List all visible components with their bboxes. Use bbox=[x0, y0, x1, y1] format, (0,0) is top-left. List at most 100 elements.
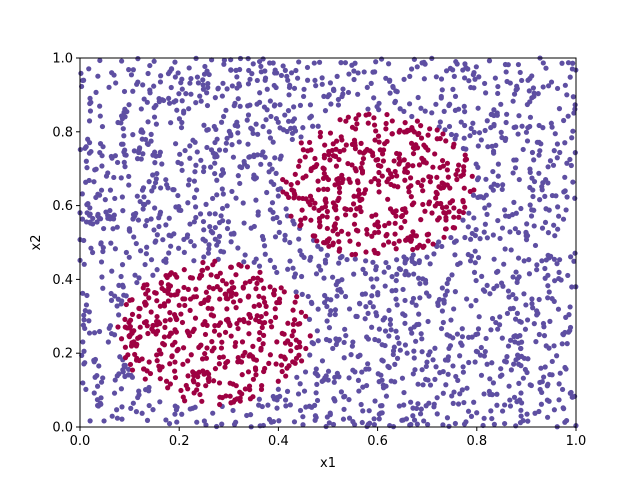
scatter-point-outer bbox=[543, 257, 549, 263]
scatter-point-outer bbox=[343, 332, 349, 339]
scatter-point-outer bbox=[394, 335, 401, 341]
scatter-point-inner bbox=[444, 167, 450, 173]
scatter-point-inner bbox=[275, 378, 281, 384]
scatter-point-outer bbox=[203, 422, 209, 428]
scatter-point-outer bbox=[221, 57, 227, 63]
scatter-point-outer bbox=[440, 368, 446, 375]
scatter-point-inner bbox=[288, 348, 294, 354]
scatter-point-inner bbox=[303, 173, 309, 179]
scatter-point-outer bbox=[536, 152, 542, 158]
scatter-point-outer bbox=[488, 124, 494, 131]
scatter-point-outer bbox=[386, 307, 392, 313]
scatter-point-outer bbox=[516, 176, 522, 183]
scatter-point-outer bbox=[138, 129, 144, 135]
scatter-point-inner bbox=[364, 231, 370, 237]
scatter-point-outer bbox=[101, 225, 107, 232]
scatter-point-inner bbox=[295, 180, 301, 186]
scatter-point-outer bbox=[549, 372, 555, 378]
scatter-point-outer bbox=[203, 201, 209, 207]
scatter-point-outer bbox=[327, 80, 333, 86]
scatter-point-inner bbox=[253, 372, 259, 378]
scatter-point-outer bbox=[151, 58, 157, 64]
scatter-point-outer bbox=[557, 149, 563, 156]
scatter-point-outer bbox=[330, 345, 336, 352]
scatter-point-outer bbox=[96, 328, 103, 335]
scatter-point-inner bbox=[191, 294, 197, 300]
scatter-point-outer bbox=[156, 152, 162, 159]
scatter-point-outer bbox=[258, 63, 264, 69]
scatter-point-inner bbox=[267, 352, 273, 358]
scatter-point-outer bbox=[544, 414, 551, 420]
scatter-point-inner bbox=[424, 232, 430, 238]
scatter-point-outer bbox=[215, 239, 222, 245]
scatter-point-outer bbox=[540, 180, 546, 186]
scatter-point-outer bbox=[545, 272, 551, 278]
scatter-point-outer bbox=[166, 232, 172, 238]
scatter-point-outer bbox=[452, 252, 458, 258]
scatter-point-outer bbox=[423, 403, 429, 409]
scatter-point-inner bbox=[402, 169, 408, 175]
scatter-point-inner bbox=[285, 320, 291, 326]
scatter-point-inner bbox=[330, 141, 336, 147]
scatter-point-outer bbox=[570, 94, 576, 100]
scatter-point-outer bbox=[453, 373, 459, 380]
scatter-point-inner bbox=[246, 293, 252, 299]
scatter-point-inner bbox=[469, 173, 475, 179]
scatter-point-outer bbox=[495, 90, 501, 97]
scatter-point-outer bbox=[208, 147, 215, 153]
scatter-point-outer bbox=[504, 111, 510, 117]
scatter-point-outer bbox=[98, 379, 105, 385]
scatter-point-inner bbox=[314, 161, 320, 168]
scatter-point-outer bbox=[470, 192, 477, 198]
scatter-point-outer bbox=[515, 255, 522, 261]
scatter-point-outer bbox=[527, 169, 533, 175]
scatter-point-outer bbox=[527, 99, 533, 105]
scatter-point-outer bbox=[443, 382, 449, 388]
scatter-point-outer bbox=[88, 148, 94, 155]
scatter-point-outer bbox=[373, 264, 379, 270]
scatter-point-inner bbox=[168, 292, 174, 298]
scatter-point-outer bbox=[108, 290, 114, 297]
scatter-point-outer bbox=[365, 421, 371, 427]
scatter-point-outer bbox=[121, 159, 127, 165]
scatter-point-inner bbox=[324, 208, 330, 215]
scatter-point-outer bbox=[228, 239, 234, 245]
scatter-point-inner bbox=[317, 129, 324, 136]
scatter-point-outer bbox=[383, 393, 390, 399]
scatter-point-outer bbox=[369, 293, 375, 299]
scatter-point-outer bbox=[98, 259, 105, 265]
scatter-point-outer bbox=[382, 328, 389, 334]
scatter-point-outer bbox=[481, 391, 487, 397]
scatter-point-outer bbox=[300, 422, 306, 428]
scatter-point-outer bbox=[484, 235, 490, 241]
scatter-point-outer bbox=[322, 108, 329, 114]
scatter-point-outer bbox=[128, 72, 135, 78]
scatter-point-inner bbox=[200, 321, 206, 328]
scatter-point-inner bbox=[182, 296, 188, 302]
scatter-point-inner bbox=[212, 366, 219, 372]
scatter-point-inner bbox=[308, 217, 314, 223]
scatter-point-outer bbox=[81, 261, 87, 267]
scatter-point-inner bbox=[461, 164, 467, 170]
scatter-point-inner bbox=[406, 127, 412, 133]
scatter-point-outer bbox=[313, 83, 319, 89]
scatter-point-outer bbox=[491, 421, 497, 427]
scatter-point-outer bbox=[555, 306, 562, 312]
scatter-point-inner bbox=[385, 196, 391, 202]
scatter-point-outer bbox=[275, 186, 281, 193]
scatter-point-outer bbox=[341, 355, 347, 361]
scatter-point-outer bbox=[531, 93, 537, 100]
scatter-point-outer bbox=[536, 408, 542, 415]
scatter-point-outer bbox=[355, 91, 361, 97]
scatter-point-inner bbox=[168, 270, 174, 276]
scatter-point-outer bbox=[554, 353, 560, 359]
scatter-point-outer bbox=[141, 96, 147, 102]
scatter-point-inner bbox=[281, 354, 287, 360]
scatter-point-inner bbox=[246, 331, 252, 337]
scatter-point-outer bbox=[86, 318, 92, 324]
scatter-point-outer bbox=[500, 182, 506, 188]
scatter-point-outer bbox=[262, 251, 268, 257]
scatter-point-inner bbox=[327, 157, 333, 163]
scatter-point-inner bbox=[271, 292, 277, 298]
scatter-point-inner bbox=[356, 112, 362, 118]
